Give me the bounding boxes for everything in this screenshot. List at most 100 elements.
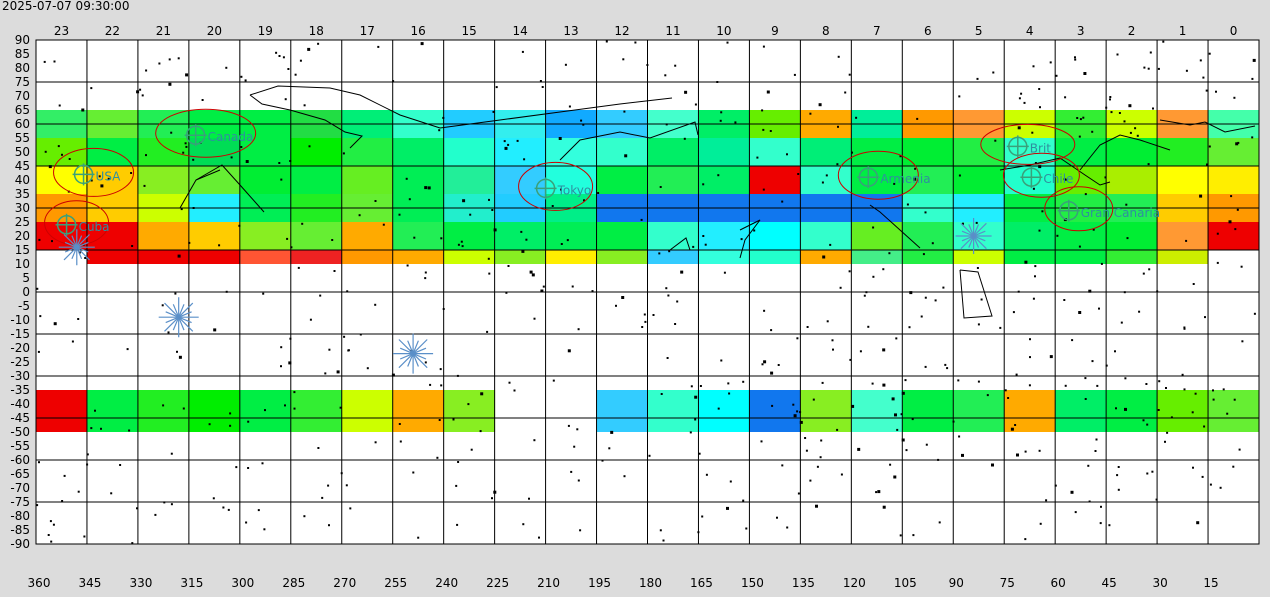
star [43,60,46,63]
city-marker[interactable]: Cuba [44,200,110,246]
star [934,299,937,302]
star [893,475,897,479]
star [901,438,905,442]
heat-cell [443,390,496,432]
heat-cell [290,222,343,250]
hour-label: 17 [360,24,375,38]
heat-cell [953,390,1005,432]
city-marker[interactable]: Canada [155,108,257,158]
heat-cell [1055,138,1107,166]
star [1203,425,1206,428]
city-range-circle [837,150,919,200]
star [1199,194,1203,198]
star [1098,307,1100,310]
star [282,56,285,59]
star [275,51,278,54]
star [336,370,340,374]
star [727,382,730,385]
star [668,250,671,253]
star [666,357,669,359]
star [227,508,230,511]
heat-cell [698,222,750,250]
hour-label: 19 [258,24,273,38]
star [358,214,361,217]
ra-label: 360 [28,576,51,590]
star [36,504,39,507]
star [1115,407,1117,410]
star [44,150,47,153]
star [1146,472,1149,475]
star [761,363,764,366]
star [1015,373,1018,376]
star [1087,464,1090,467]
star [1034,275,1036,278]
star [720,111,723,114]
star [1016,453,1019,457]
star [568,105,571,108]
star [1212,389,1214,392]
star [533,317,536,320]
star [100,427,102,430]
heat-cell [953,138,1005,166]
heat-cell [443,250,496,264]
city-marker[interactable]: USA [53,147,135,197]
heat-cell [341,222,394,250]
star [1074,56,1076,59]
star [503,140,506,143]
star [1212,398,1215,401]
star [53,322,57,326]
star [37,350,40,353]
city-marker[interactable]: Gran Canaria [1044,186,1160,232]
heat-cell [545,250,598,264]
star [457,461,460,463]
star [894,413,897,417]
sun-ray [76,234,90,248]
star [882,348,886,352]
heat-cell [698,138,750,166]
star [904,379,907,382]
dec-label: -65 [10,467,30,481]
star [1191,411,1194,414]
star [522,523,525,526]
star [374,303,377,306]
heat-cell [36,138,88,166]
star [1233,398,1236,401]
city-marker[interactable]: Tokyo [518,161,594,211]
city-marker[interactable]: Armenia [837,150,931,200]
star [1032,65,1035,68]
star [438,419,441,421]
star [1185,69,1188,72]
sun-ray [172,304,180,318]
star [799,420,803,424]
heat-cell [749,138,801,166]
city-marker[interactable]: Chile [1002,152,1080,198]
city-label: Tokyo [557,183,592,197]
star [141,94,144,97]
star [1063,178,1066,181]
star [309,318,312,321]
star [634,41,637,44]
star [68,158,71,160]
star [942,286,945,289]
star [303,104,306,107]
star [488,198,490,201]
constellation-line [959,269,993,319]
constellation-line [179,169,221,209]
star [262,292,265,295]
star [229,412,232,415]
star [905,449,908,452]
hour-label: 2 [1128,24,1136,38]
star [53,60,56,63]
star [702,235,705,237]
star [1143,66,1146,69]
star [245,160,249,163]
city-marker[interactable]: Brit [980,123,1076,165]
star [1076,117,1079,119]
star [145,69,148,72]
heat-cell [290,390,343,432]
dec-label: -25 [10,355,30,369]
star [377,45,380,48]
star [740,238,743,241]
sun-ray [71,246,78,260]
hour-label: 4 [1026,24,1034,38]
